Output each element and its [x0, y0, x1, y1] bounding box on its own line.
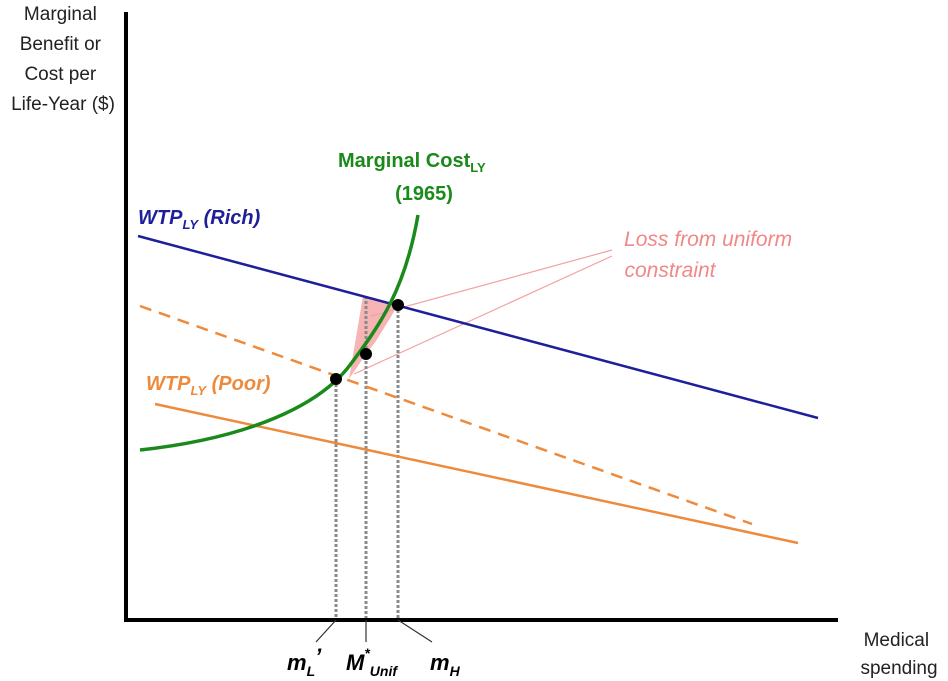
intersection-dot-low [330, 373, 342, 385]
m-high-leader [397, 619, 433, 643]
wtp-rich-line [137, 234, 819, 420]
m-unif-tick-label: M*Unif [346, 645, 398, 679]
marginal-cost-label: Marginal CostLY [338, 150, 486, 175]
intersection-dot-high [392, 299, 404, 311]
marginal-cost-year-label: (1965) [395, 183, 453, 205]
marginal-cost-curve [139, 214, 420, 452]
loss-pointer-line-lower [353, 255, 613, 375]
m-low-tick-label: mL’ [287, 644, 322, 679]
intersection-dot-unif [360, 348, 372, 360]
x-axis-label: Medical spending [860, 630, 937, 679]
m-low-leader [315, 619, 337, 643]
wtp-poor-line [154, 402, 799, 545]
loss-area-triangle [349, 296, 398, 379]
loss-annotation: Loss from uniform constraint [624, 228, 798, 282]
loss-pointer-line-upper [370, 249, 613, 317]
m-high-tick-label: mH [430, 650, 461, 679]
wtp-poor-dashed-line [139, 304, 753, 526]
y-axis-label: Marginal Benefit or Cost per Life-Year (… [11, 4, 115, 115]
wtp-poor-label: WTPLY (Poor) [146, 373, 271, 398]
wtp-rich-label: WTPLY (Rich) [138, 207, 261, 232]
